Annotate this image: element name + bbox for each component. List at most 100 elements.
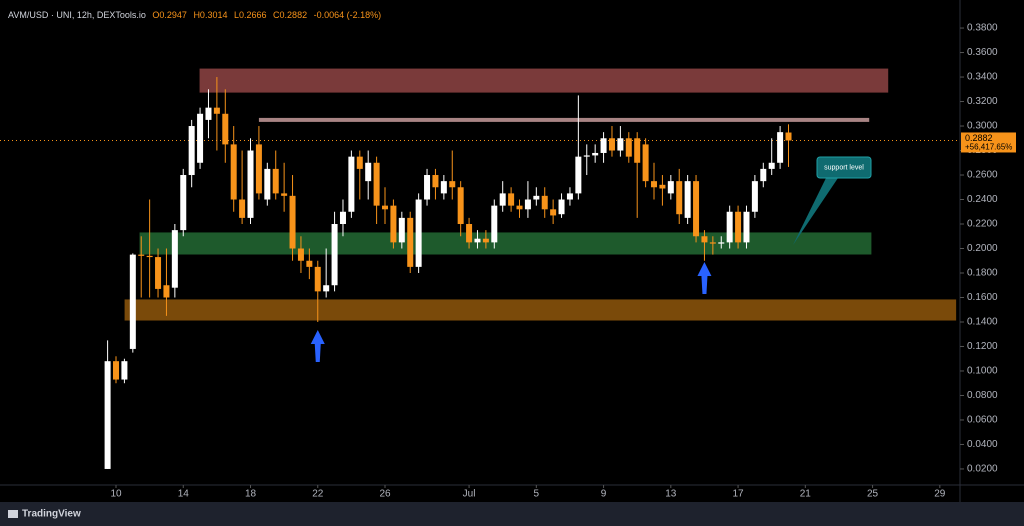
logo-text: TradingView <box>22 509 81 520</box>
x-tick-label: 5 <box>534 489 540 500</box>
candle-body <box>432 175 439 188</box>
last-price-label: 0.2882 <box>965 133 993 143</box>
arrow <box>697 261 712 294</box>
candle-body <box>163 285 170 298</box>
candle-body <box>777 132 784 163</box>
candle-body <box>213 107 220 114</box>
y-tick-label: 0.1200 <box>967 341 998 352</box>
candle-body <box>541 195 548 210</box>
y-tick-label: 0.3400 <box>967 72 998 83</box>
x-tick-label: 25 <box>867 489 879 500</box>
callout-box <box>816 156 872 179</box>
candle-body <box>146 255 153 258</box>
candle-body <box>138 254 145 256</box>
x-tick-label: 18 <box>245 489 257 500</box>
candle-body <box>701 236 708 243</box>
callout-tail <box>793 178 838 245</box>
candle-body <box>550 209 557 216</box>
y-tick-label: 0.3000 <box>967 121 998 132</box>
candle-body <box>205 107 212 120</box>
y-tick-label: 0.0400 <box>967 439 998 450</box>
candle-body <box>306 260 313 267</box>
candle-body <box>272 168 279 194</box>
candle-body <box>524 199 531 210</box>
candle-body <box>247 150 254 218</box>
y-tick-label: 0.2400 <box>967 194 998 205</box>
x-tick-label: 29 <box>934 489 946 500</box>
candle-body <box>785 132 792 141</box>
candle-body <box>566 193 573 200</box>
x-tick-label: Jul <box>463 489 476 500</box>
zone <box>199 68 889 93</box>
candle-body <box>331 224 338 286</box>
candle-body <box>339 211 346 225</box>
candle-body <box>634 138 641 163</box>
candle-body <box>768 162 775 169</box>
candle-body <box>415 199 422 267</box>
x-tick-label: 26 <box>379 489 391 500</box>
candle-body <box>297 248 304 261</box>
y-tick-label: 0.1400 <box>967 317 998 328</box>
candle-body <box>533 195 540 200</box>
footer-bar <box>0 502 1024 526</box>
candle-body <box>180 175 187 231</box>
candle-body <box>323 285 330 292</box>
candle-body <box>617 138 624 151</box>
candle-body <box>508 193 515 206</box>
candle-body <box>188 126 195 176</box>
y-tick-label: 0.2000 <box>967 243 998 254</box>
arrow <box>310 329 325 362</box>
candle-body <box>600 138 607 153</box>
x-tick-label: 13 <box>665 489 677 500</box>
candle-body <box>558 199 565 215</box>
ohlc-open: O0.2947 <box>152 10 187 20</box>
candle-body <box>155 257 162 289</box>
y-tick-label: 0.0800 <box>967 390 998 401</box>
candle-body <box>239 199 246 218</box>
candle-body <box>289 195 296 249</box>
candle-body <box>407 217 414 267</box>
candle-body <box>440 181 447 194</box>
candle-body <box>651 181 658 188</box>
candle-body <box>743 211 750 243</box>
candle-body <box>449 181 456 188</box>
y-tick-label: 0.3800 <box>967 23 998 34</box>
candle-body <box>466 224 473 243</box>
logo: TradingView <box>8 509 81 520</box>
candle-body <box>491 205 498 243</box>
candle-body <box>398 217 405 243</box>
ohlc-close: C0.2882 <box>273 10 308 20</box>
callout: support level <box>793 156 872 245</box>
candle-body <box>642 144 649 182</box>
x-tick-label: 22 <box>312 489 324 500</box>
x-tick-label: 21 <box>800 489 812 500</box>
candle-body <box>684 181 691 218</box>
candle-body <box>104 361 111 469</box>
y-tick-label: 0.2600 <box>967 170 998 181</box>
candle-body <box>365 162 372 182</box>
candle-body <box>171 230 178 288</box>
candle-body <box>348 156 355 212</box>
candle-body <box>255 144 262 194</box>
y-tick-label: 0.3200 <box>967 96 998 107</box>
y-tick-label: 0.0200 <box>967 464 998 475</box>
candle-body <box>474 238 481 243</box>
candle-body <box>314 266 321 292</box>
candle-body <box>382 205 389 210</box>
candle-body <box>113 361 120 380</box>
header: AVM/USD · UNI, 12h, DEXTools.io O0.2947 … <box>8 10 381 20</box>
zone <box>139 232 872 255</box>
x-tick-label: 10 <box>110 489 122 500</box>
zone <box>124 299 957 321</box>
candle-body <box>373 162 380 206</box>
candle-body <box>667 181 674 194</box>
candle-body <box>751 181 758 212</box>
candle-body <box>197 113 204 163</box>
candle-body <box>693 181 700 237</box>
x-tick-label: 14 <box>178 489 190 500</box>
y-tick-label: 0.2200 <box>967 219 998 230</box>
candle-body <box>121 361 128 380</box>
x-tick-label: 9 <box>601 489 607 500</box>
logo-icon <box>8 510 18 518</box>
